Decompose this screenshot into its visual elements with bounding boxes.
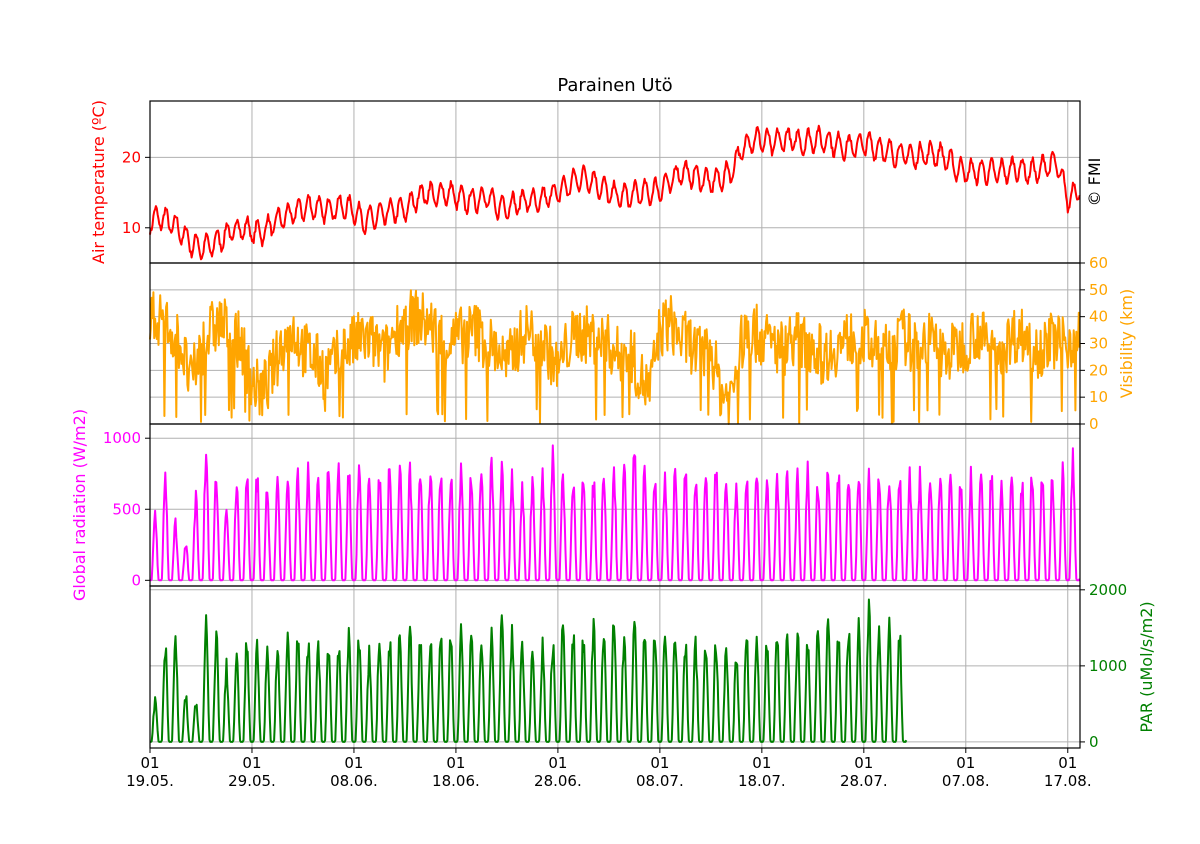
x-tick-label-date: 28.06. xyxy=(534,772,582,790)
y-tick-label: 500 xyxy=(112,500,141,518)
x-tick-label-day: 01 xyxy=(344,754,363,772)
y-tick-label: 20 xyxy=(122,148,141,166)
x-tick-label-day: 01 xyxy=(854,754,873,772)
x-tick-label-day: 01 xyxy=(650,754,669,772)
global_radiation-axis-label: Global radiation (W/m2) xyxy=(70,409,89,601)
y-tick-label: 2000 xyxy=(1089,581,1127,599)
visibility-series-line xyxy=(149,289,1081,425)
x-tick-label-date: 08.07. xyxy=(636,772,684,790)
x-tick-label-day: 01 xyxy=(140,754,159,772)
x-tick-label-date: 29.05. xyxy=(228,772,276,790)
x-tick-label-date: 19.05. xyxy=(126,772,174,790)
x-tick-label-date: 07.08. xyxy=(942,772,990,790)
y-tick-label: 10 xyxy=(122,219,141,237)
x-tick-label-day: 01 xyxy=(242,754,261,772)
x-tick-label-date: 28.07. xyxy=(840,772,888,790)
y-tick-label: 60 xyxy=(1089,254,1108,272)
par-series-line xyxy=(149,598,908,743)
chart-title: Parainen Utö xyxy=(557,75,672,96)
x-tick-label-day: 01 xyxy=(752,754,771,772)
x-tick-label-date: 18.07. xyxy=(738,772,786,790)
y-tick-label: 0 xyxy=(1089,415,1099,433)
y-tick-label: 0 xyxy=(1089,733,1099,751)
x-tick-label-date: 17.08. xyxy=(1044,772,1092,790)
x-tick-label-day: 01 xyxy=(956,754,975,772)
x-tick-label-day: 01 xyxy=(446,754,465,772)
panel-frame xyxy=(149,585,1081,749)
temperature-series-line xyxy=(149,124,1081,261)
par-axis-label: PAR (uMol/s/m2) xyxy=(1137,601,1156,732)
visibility-axis-label: Visibility (km) xyxy=(1117,289,1136,398)
y-tick-label: 1000 xyxy=(103,429,141,447)
x-tick-label-date: 18.06. xyxy=(432,772,480,790)
y-tick-label: 50 xyxy=(1089,281,1108,299)
y-tick-label: 0 xyxy=(131,571,141,589)
x-tick-label-day: 01 xyxy=(548,754,567,772)
x-tick-label-day: 01 xyxy=(1058,754,1077,772)
temperature-axis-label: Air temperature (ºC) xyxy=(89,100,108,264)
fmi-watermark: © FMI xyxy=(1085,158,1104,207)
global_radiation-series-line xyxy=(149,444,1081,582)
y-tick-label: 20 xyxy=(1089,361,1108,379)
y-tick-label: 1000 xyxy=(1089,657,1127,675)
x-tick-label-date: 08.06. xyxy=(330,772,378,790)
y-tick-label: 30 xyxy=(1089,335,1108,353)
y-tick-label: 40 xyxy=(1089,308,1108,326)
y-tick-label: 10 xyxy=(1089,388,1108,406)
